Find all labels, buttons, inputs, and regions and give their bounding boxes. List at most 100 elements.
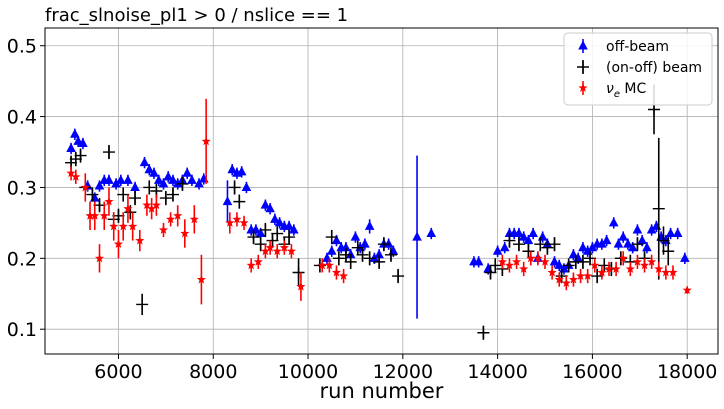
tick-layer: 6000 8000 10000 12000 14000 16000 18000 0.1 0.2 0… bbox=[7, 36, 718, 383]
data-point bbox=[166, 188, 179, 201]
data-point bbox=[562, 259, 575, 272]
data-point bbox=[554, 259, 565, 269]
data-point bbox=[94, 180, 105, 190]
data-point bbox=[247, 231, 260, 244]
data-point bbox=[618, 231, 629, 241]
y-tick-label: 0.2 bbox=[7, 248, 37, 270]
data-point bbox=[159, 192, 172, 205]
legend-marker bbox=[578, 40, 588, 50]
data-point bbox=[341, 242, 351, 252]
data-point bbox=[519, 264, 529, 273]
data-point bbox=[608, 217, 619, 227]
data-point bbox=[363, 252, 376, 265]
data-point bbox=[66, 142, 76, 152]
data-point bbox=[149, 167, 159, 177]
data-point bbox=[383, 238, 394, 248]
data-point bbox=[637, 235, 647, 245]
data-point bbox=[143, 181, 156, 194]
data-point bbox=[611, 264, 621, 273]
x-tick-label: 16000 bbox=[562, 361, 622, 383]
legend-label-suffix: MC bbox=[620, 81, 647, 97]
data-point bbox=[369, 252, 380, 262]
data-point bbox=[345, 249, 356, 259]
data-point bbox=[623, 238, 633, 248]
data-point bbox=[104, 196, 114, 206]
data-point bbox=[144, 164, 155, 174]
data-point bbox=[522, 245, 535, 258]
data-point bbox=[189, 214, 199, 224]
data-point bbox=[239, 218, 249, 227]
data-point bbox=[373, 255, 386, 268]
data-point bbox=[654, 264, 664, 273]
data-point bbox=[85, 211, 95, 220]
data-point bbox=[504, 260, 515, 270]
data-point bbox=[260, 199, 271, 209]
data-point bbox=[662, 245, 675, 258]
data-point bbox=[627, 242, 638, 252]
data-point bbox=[71, 172, 81, 181]
data-point bbox=[232, 214, 242, 224]
data-point bbox=[158, 225, 169, 234]
data-point bbox=[384, 248, 397, 261]
data-point bbox=[123, 203, 133, 213]
x-axis-title: run number bbox=[320, 379, 444, 403]
data-point bbox=[86, 188, 99, 201]
data-point bbox=[601, 235, 612, 245]
data-point bbox=[274, 217, 285, 227]
data-point bbox=[503, 234, 516, 247]
data-point bbox=[523, 235, 534, 245]
data-point bbox=[113, 239, 124, 249]
legend-label-subscript: e bbox=[614, 89, 620, 100]
data-point bbox=[350, 231, 361, 241]
data-point bbox=[104, 174, 114, 184]
data-point bbox=[583, 271, 593, 280]
legend-box bbox=[563, 32, 713, 106]
data-point bbox=[575, 271, 586, 280]
data-point bbox=[201, 136, 211, 146]
data-point bbox=[142, 200, 152, 210]
data-point bbox=[289, 224, 299, 234]
legend-marker bbox=[578, 83, 588, 92]
y-tick-label: 0.4 bbox=[7, 107, 37, 129]
data-point bbox=[331, 235, 342, 245]
data-point bbox=[499, 242, 510, 252]
x-tick-label: 8000 bbox=[189, 361, 237, 383]
data-point bbox=[123, 174, 133, 184]
data-point bbox=[426, 228, 437, 238]
data-point bbox=[182, 167, 192, 177]
data-point bbox=[668, 267, 678, 277]
data-point bbox=[514, 228, 524, 238]
data-point bbox=[578, 242, 588, 252]
data-point bbox=[632, 257, 642, 266]
data-point bbox=[548, 238, 561, 251]
data-point bbox=[412, 231, 422, 241]
data-point bbox=[111, 178, 121, 188]
data-point bbox=[534, 238, 547, 251]
data-point bbox=[604, 264, 614, 273]
data-point bbox=[568, 274, 579, 284]
data-point bbox=[665, 228, 676, 238]
data-point bbox=[561, 278, 571, 288]
data-point bbox=[492, 245, 503, 255]
data-point bbox=[271, 227, 284, 240]
data-point bbox=[587, 242, 598, 252]
data-point bbox=[356, 248, 369, 261]
data-point bbox=[392, 270, 405, 283]
data-point bbox=[225, 218, 235, 227]
data-point bbox=[584, 252, 597, 265]
data-point bbox=[99, 211, 109, 220]
data-point bbox=[147, 203, 157, 213]
data-point bbox=[253, 257, 263, 266]
data-point bbox=[266, 234, 279, 247]
data-point bbox=[254, 238, 267, 251]
data-point bbox=[613, 238, 624, 248]
data-point bbox=[259, 223, 272, 236]
data-point bbox=[139, 157, 150, 167]
data-point bbox=[292, 266, 305, 279]
data-point bbox=[512, 257, 522, 266]
data-point bbox=[682, 285, 692, 295]
data-point bbox=[590, 260, 600, 270]
data-point bbox=[647, 257, 657, 266]
data-point bbox=[270, 213, 280, 223]
chart-title: frac_slnoise_pl1 > 0 / nslice == 1 bbox=[45, 5, 348, 26]
